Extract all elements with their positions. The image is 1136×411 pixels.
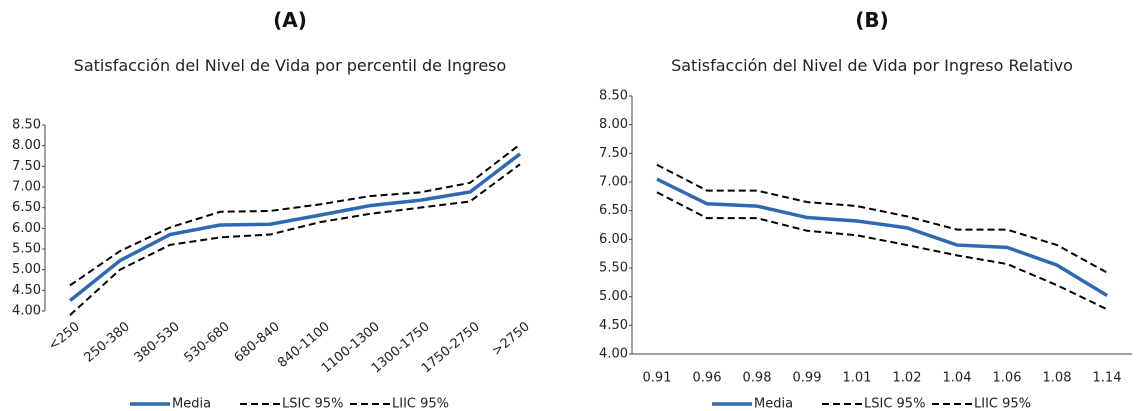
y-tick-label: 7.00 (12, 180, 41, 195)
series-line (69, 143, 521, 287)
series-line (656, 163, 1108, 274)
legend-label: LIIC 95% (974, 397, 1031, 411)
y-tick-label: 7.00 (599, 175, 628, 190)
legend-label: LSIC 95% (864, 397, 925, 411)
y-tick-label: 7.50 (12, 159, 41, 174)
x-tick-label: >2750 (489, 319, 532, 359)
y-tick-label: 6.00 (599, 232, 628, 247)
y-tick-label: 4.50 (12, 283, 41, 298)
x-tick-label: 0.91 (643, 371, 672, 386)
series-line (68, 152, 522, 303)
series-line (656, 177, 1108, 298)
y-tick-label: 8.50 (12, 118, 41, 133)
x-tick-label: 380-530 (132, 319, 183, 365)
y-tick-label: 4.50 (599, 318, 628, 333)
x-tick-label: 1.01 (843, 371, 872, 386)
y-tick-label: 7.50 (599, 146, 628, 161)
x-tick-label: <250 (46, 319, 83, 353)
panel-label: (B) (855, 8, 889, 32)
x-tick-label: 0.98 (743, 371, 772, 386)
x-tick-label: 1.14 (1093, 371, 1122, 386)
x-tick-label: 1.04 (943, 371, 972, 386)
x-tick-label: 530-680 (182, 319, 233, 365)
series-line (69, 163, 521, 316)
y-tick-label: 4.00 (599, 347, 628, 362)
y-tick-label: 8.00 (12, 138, 41, 153)
x-tick-label: 0.99 (793, 371, 822, 386)
y-tick-label: 6.50 (599, 203, 628, 218)
y-tick-label: 4.00 (12, 304, 41, 319)
legend-label: Media (754, 397, 793, 411)
chart-title: Satisfacción del Nivel de Vida por perce… (73, 56, 507, 75)
panel-label: (A) (273, 8, 307, 32)
y-tick-label: 6.50 (12, 200, 41, 215)
legend-label: Media (172, 397, 211, 411)
y-tick-label: 8.00 (599, 117, 628, 132)
y-tick-label: 6.00 (12, 221, 41, 236)
x-tick-label: 1.02 (893, 371, 922, 386)
x-tick-label: 250-380 (82, 319, 133, 365)
y-tick-label: 5.50 (599, 261, 628, 276)
y-tick-label: 5.00 (12, 262, 41, 277)
chart-title: Satisfacción del Nivel de Vida por Ingre… (671, 56, 1073, 75)
x-tick-label: 1.06 (993, 371, 1022, 386)
y-tick-label: 8.50 (599, 89, 628, 104)
y-tick-label: 5.00 (599, 289, 628, 304)
x-tick-label: 0.96 (693, 371, 722, 386)
x-tick-label: 1.08 (1043, 371, 1072, 386)
series-line (656, 191, 1108, 311)
legend-label: LSIC 95% (282, 397, 343, 411)
y-tick-label: 5.50 (12, 242, 41, 257)
legend-label: LIIC 95% (392, 397, 449, 411)
